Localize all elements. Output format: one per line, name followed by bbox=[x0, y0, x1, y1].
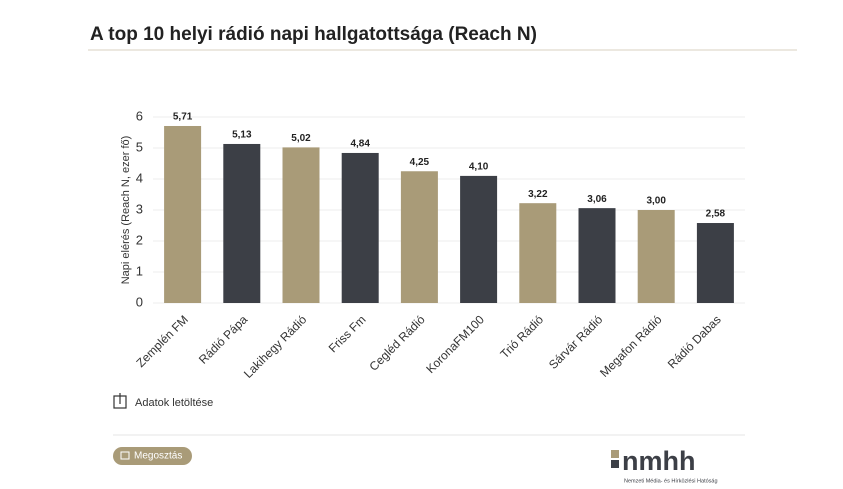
value-label: 3,22 bbox=[528, 189, 548, 200]
logo-caption: Nemzeti Média- és Hírközlési Hatóság bbox=[624, 478, 718, 484]
bar bbox=[341, 152, 379, 303]
bar bbox=[519, 203, 557, 303]
logo-text: nmhh bbox=[622, 446, 696, 476]
download-text: Adatok letöltése bbox=[135, 397, 213, 409]
bar bbox=[282, 147, 320, 303]
y-tick-label: 3 bbox=[136, 201, 143, 216]
x-tick-label: Zemplén FM bbox=[133, 312, 191, 370]
share-text: Megosztás bbox=[134, 451, 182, 462]
chart-title: A top 10 helyi rádió napi hallgatottsága… bbox=[90, 24, 537, 45]
logo-mark bbox=[611, 460, 619, 468]
value-label: 4,10 bbox=[469, 162, 489, 173]
bar bbox=[164, 125, 202, 304]
value-label: 2,58 bbox=[706, 209, 726, 220]
share-icon bbox=[120, 451, 130, 460]
y-tick-label: 6 bbox=[136, 108, 143, 123]
value-label: 5,13 bbox=[232, 130, 252, 141]
logo: nmhh Nemzeti Média- és Hírközlési Hatósá… bbox=[611, 446, 718, 484]
y-axis-title: Napi elérés (Reach N, ezer fő) bbox=[120, 136, 132, 285]
value-label: 4,84 bbox=[350, 139, 370, 150]
x-tick-label: Friss Fm bbox=[326, 312, 369, 355]
bar bbox=[400, 171, 438, 303]
x-tick-label: Lakihegy Rádió bbox=[241, 312, 310, 381]
x-tick-label: Megafon Rádió bbox=[597, 312, 665, 380]
y-tick-label: 0 bbox=[136, 294, 143, 309]
x-tick-label: Cegléd Rádió bbox=[366, 312, 428, 374]
x-tick-label: KoronaFM100 bbox=[423, 312, 487, 376]
x-tick-label: Rádió Pápa bbox=[196, 312, 250, 366]
bar bbox=[637, 210, 675, 303]
bar bbox=[460, 175, 498, 303]
bar bbox=[223, 143, 261, 303]
x-tick-label: Rádió Dabas bbox=[665, 312, 724, 371]
x-tick-label: Sárvár Rádió bbox=[546, 312, 606, 372]
y-tick-label: 5 bbox=[136, 139, 143, 154]
y-tick-label: 4 bbox=[136, 170, 143, 185]
download-link[interactable]: Adatok letöltése bbox=[113, 393, 213, 409]
value-label: 4,25 bbox=[410, 157, 430, 168]
x-tick-label: Trió Rádió bbox=[497, 312, 546, 361]
value-label: 5,71 bbox=[173, 112, 193, 123]
bar bbox=[696, 223, 734, 303]
value-label: 3,06 bbox=[587, 194, 607, 205]
value-label: 3,00 bbox=[646, 196, 666, 207]
bar bbox=[578, 208, 616, 303]
y-tick-label: 1 bbox=[136, 263, 143, 278]
value-label: 5,02 bbox=[291, 133, 311, 144]
logo-mark bbox=[611, 450, 619, 458]
share-button[interactable]: Megosztás bbox=[113, 447, 192, 465]
y-tick-label: 2 bbox=[136, 232, 143, 247]
share-pill bbox=[113, 447, 192, 465]
